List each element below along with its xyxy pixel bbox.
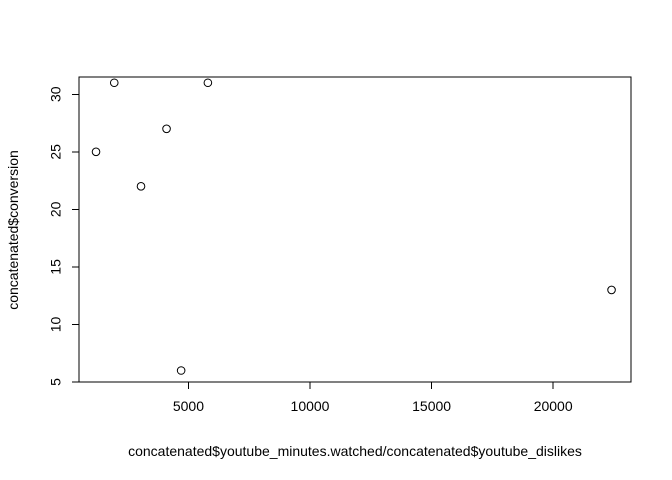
- data-point-6: [203, 78, 213, 88]
- data-point-2: [109, 78, 119, 88]
- y-axis: 5 10 15 20 25 30: [48, 86, 80, 386]
- plot-frame: [78, 76, 632, 383]
- x-tick-label: 10000: [291, 398, 330, 414]
- data-point-3: [136, 182, 146, 191]
- y-tick-label: 10: [48, 316, 64, 332]
- data-points: [91, 78, 616, 375]
- y-axis-label: concatenated$conversion: [5, 150, 21, 310]
- data-point-5: [176, 366, 186, 375]
- x-tick-label: 20000: [534, 398, 573, 414]
- data-point-1: [91, 147, 101, 157]
- x-tick-label: 5000: [173, 398, 204, 414]
- y-tick-label: 30: [48, 86, 64, 102]
- x-axis-label: concatenated$youtube_minutes.watched/con…: [128, 443, 582, 459]
- data-point-7: [607, 285, 616, 295]
- y-tick-label: 5: [48, 378, 64, 386]
- data-point-4: [162, 124, 171, 134]
- y-tick-label: 20: [48, 201, 64, 217]
- x-axis: 5000 10000 15000 20000: [173, 381, 573, 414]
- y-tick-label: 15: [48, 259, 64, 275]
- x-tick-label: 15000: [412, 398, 451, 414]
- y-tick-label: 25: [48, 144, 64, 160]
